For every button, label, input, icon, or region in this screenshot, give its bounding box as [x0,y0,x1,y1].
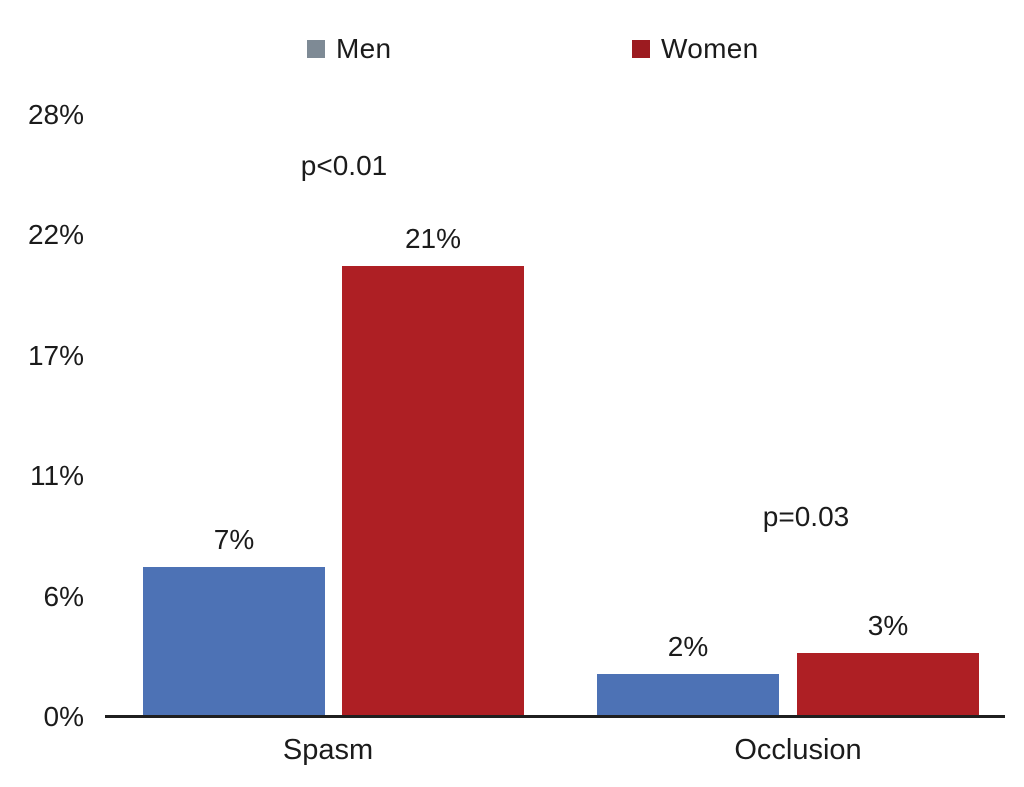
bar-men-occlusion [597,674,779,717]
p-value-annotation-spasm: p<0.01 [300,150,388,181]
bar-women-occlusion [797,653,979,718]
bar-men-spasm [143,567,325,718]
men-legend-swatch-icon [307,40,325,58]
x-axis-line [105,715,1005,718]
x-category-label-occlusion: Occlusion [734,734,862,766]
y-tick-label-6: 6% [43,581,84,612]
value-label-women-spasm: 21% [404,223,462,254]
women-legend-label: Women [661,33,759,64]
y-tick-label-17: 17% [27,340,84,371]
x-category-label-spasm: Spasm [282,734,374,766]
value-label-men-spasm: 7% [213,524,255,555]
value-label-men-occlusion: 2% [667,631,709,662]
y-tick-label-11: 11% [30,460,84,491]
value-label-women-occlusion: 3% [867,610,909,641]
legend-item-women: Women [632,33,758,65]
y-tick-label-0: 0% [43,701,84,732]
men-legend-label: Men [336,33,392,64]
y-tick-label-28: 28% [27,99,84,130]
p-value-annotation-occlusion: p=0.03 [762,501,850,532]
legend-item-men: Men [307,33,391,65]
women-legend-swatch-icon [632,40,650,58]
bar-women-spasm [342,266,524,718]
y-tick-label-22: 22% [27,219,84,250]
